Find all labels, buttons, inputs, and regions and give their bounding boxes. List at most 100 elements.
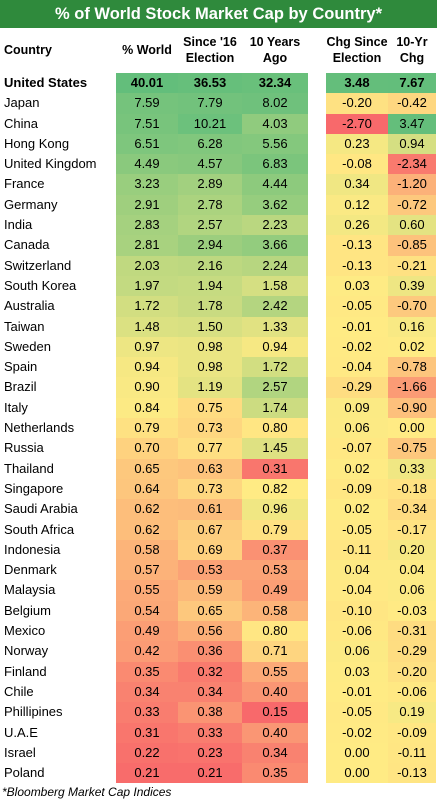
chg-since-election-cell: 0.02 <box>326 499 388 520</box>
table-row: Malaysia 0.55 0.59 0.49 -0.04 0.06 <box>0 580 437 601</box>
world-pct-cell: 0.42 <box>116 641 178 662</box>
since-election-cell: 36.53 <box>178 73 242 94</box>
country-cell: Canada <box>4 237 50 253</box>
since-election-cell: 10.21 <box>178 113 242 134</box>
ten-years-ago-cell: 0.82 <box>242 478 308 500</box>
world-pct-cell: 2.83 <box>116 215 178 236</box>
world-pct-cell: 3.23 <box>116 174 178 195</box>
world-pct-cell: 0.49 <box>116 621 178 642</box>
ten-years-ago-cell: 0.80 <box>242 418 308 439</box>
ten-yr-chg-cell: -0.06 <box>388 681 436 703</box>
header-chg-since-election: Chg Since Election <box>326 35 388 65</box>
country-cell: Germany <box>4 196 58 212</box>
ten-yr-chg-cell: -0.20 <box>388 661 436 682</box>
chg-since-election-cell: 0.23 <box>326 133 388 155</box>
chg-since-election-cell: 0.00 <box>326 763 388 784</box>
country-cell: Denmark <box>4 562 57 578</box>
chg-since-election-cell: 0.03 <box>326 275 388 297</box>
chg-since-election-cell: 0.00 <box>326 742 388 764</box>
since-election-cell: 2.78 <box>178 194 242 216</box>
ten-yr-chg-cell: 0.02 <box>388 336 436 358</box>
table-row: Indonesia 0.58 0.69 0.37 -0.11 0.20 <box>0 539 437 561</box>
header-10yr-chg: 10-Yr Chg <box>396 35 428 65</box>
ten-years-ago-cell: 0.79 <box>242 519 308 540</box>
country-cell: South Korea <box>4 277 77 293</box>
ten-years-ago-cell: 0.96 <box>242 499 308 520</box>
ten-years-ago-cell: 0.34 <box>242 742 308 764</box>
country-cell: India <box>4 217 33 233</box>
ten-years-ago-cell: 2.57 <box>242 377 308 398</box>
table-row: Japan 7.59 7.79 8.02 -0.20 -0.42 <box>0 93 437 114</box>
since-election-cell: 0.69 <box>178 539 242 561</box>
ten-yr-chg-cell: 0.19 <box>388 702 436 723</box>
world-pct-cell: 0.84 <box>116 397 178 419</box>
since-election-cell: 0.63 <box>178 458 242 479</box>
since-election-cell: 7.79 <box>178 93 242 114</box>
world-pct-cell: 0.55 <box>116 580 178 601</box>
world-pct-cell: 0.34 <box>116 681 178 703</box>
since-election-cell: 1.50 <box>178 316 242 337</box>
table-row: Italy 0.84 0.75 1.74 0.09 -0.90 <box>0 397 437 419</box>
ten-years-ago-cell: 1.58 <box>242 275 308 297</box>
ten-yr-chg-cell: -0.09 <box>388 722 436 743</box>
table-row: South Korea 1.97 1.94 1.58 0.03 0.39 <box>0 275 437 297</box>
table-row: Australia 1.72 1.78 2.42 -0.05 -0.70 <box>0 296 437 317</box>
world-pct-cell: 2.81 <box>116 235 178 256</box>
since-election-cell: 0.21 <box>178 763 242 784</box>
world-pct-cell: 0.33 <box>116 702 178 723</box>
since-election-cell: 0.67 <box>178 519 242 540</box>
ten-yr-chg-cell: -0.34 <box>388 499 436 520</box>
chg-since-election-cell: -0.10 <box>326 600 388 622</box>
country-cell: Poland <box>4 765 45 781</box>
ten-years-ago-cell: 0.53 <box>242 560 308 581</box>
since-election-cell: 0.61 <box>178 499 242 520</box>
ten-years-ago-cell: 0.37 <box>242 539 308 561</box>
chg-since-election-cell: 3.48 <box>326 73 388 94</box>
ten-yr-chg-cell: -1.66 <box>388 377 436 398</box>
since-election-cell: 1.94 <box>178 275 242 297</box>
ten-yr-chg-cell: -2.34 <box>388 154 436 175</box>
country-cell: Brazil <box>4 379 37 395</box>
world-pct-cell: 0.64 <box>116 478 178 500</box>
chg-since-election-cell: 0.34 <box>326 174 388 195</box>
ten-yr-chg-cell: -1.20 <box>388 174 436 195</box>
ten-years-ago-cell: 1.72 <box>242 357 308 378</box>
country-cell: United Kingdom <box>4 156 97 172</box>
since-election-cell: 1.78 <box>178 296 242 317</box>
ten-years-ago-cell: 8.02 <box>242 93 308 114</box>
ten-years-ago-cell: 1.45 <box>242 438 308 459</box>
ten-yr-chg-cell: -0.11 <box>388 742 436 764</box>
chg-since-election-cell: -0.04 <box>326 357 388 378</box>
country-cell: Norway <box>4 643 49 659</box>
header-since-election: Since '16 Election <box>183 35 237 65</box>
ten-yr-chg-cell: -0.31 <box>388 621 436 642</box>
since-election-cell: 1.19 <box>178 377 242 398</box>
ten-yr-chg-cell: -0.18 <box>388 478 436 500</box>
ten-years-ago-cell: 0.15 <box>242 702 308 723</box>
world-pct-cell: 2.03 <box>116 255 178 276</box>
ten-years-ago-cell: 4.44 <box>242 174 308 195</box>
ten-years-ago-cell: 5.56 <box>242 133 308 155</box>
ten-years-ago-cell: 32.34 <box>242 73 308 94</box>
ten-yr-chg-cell: 7.67 <box>388 73 436 94</box>
country-cell: Saudi Arabia <box>4 501 78 517</box>
chg-since-election-cell: -0.05 <box>326 519 388 540</box>
ten-yr-chg-cell: -0.85 <box>388 235 436 256</box>
world-pct-cell: 2.91 <box>116 194 178 216</box>
ten-yr-chg-cell: -0.03 <box>388 600 436 622</box>
chg-since-election-cell: -0.07 <box>326 438 388 459</box>
country-cell: Netherlands <box>4 420 75 436</box>
ten-yr-chg-cell: -0.21 <box>388 255 436 276</box>
since-election-cell: 2.89 <box>178 174 242 195</box>
country-cell: Malaysia <box>4 582 56 598</box>
table-row: Switzerland 2.03 2.16 2.24 -0.13 -0.21 <box>0 255 437 276</box>
world-pct-cell: 1.97 <box>116 275 178 297</box>
chg-since-election-cell: 0.03 <box>326 661 388 682</box>
since-election-cell: 0.38 <box>178 702 242 723</box>
table-row: Spain 0.94 0.98 1.72 -0.04 -0.78 <box>0 357 437 378</box>
table-row: U.A.E 0.31 0.33 0.40 -0.02 -0.09 <box>0 722 437 743</box>
ten-yr-chg-cell: 0.20 <box>388 539 436 561</box>
world-pct-cell: 1.48 <box>116 316 178 337</box>
world-pct-cell: 0.90 <box>116 377 178 398</box>
world-pct-cell: 0.79 <box>116 418 178 439</box>
